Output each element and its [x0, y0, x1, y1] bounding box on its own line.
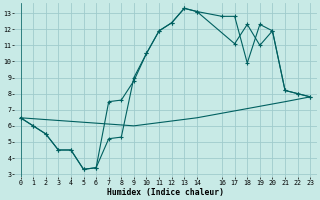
- X-axis label: Humidex (Indice chaleur): Humidex (Indice chaleur): [107, 188, 224, 197]
